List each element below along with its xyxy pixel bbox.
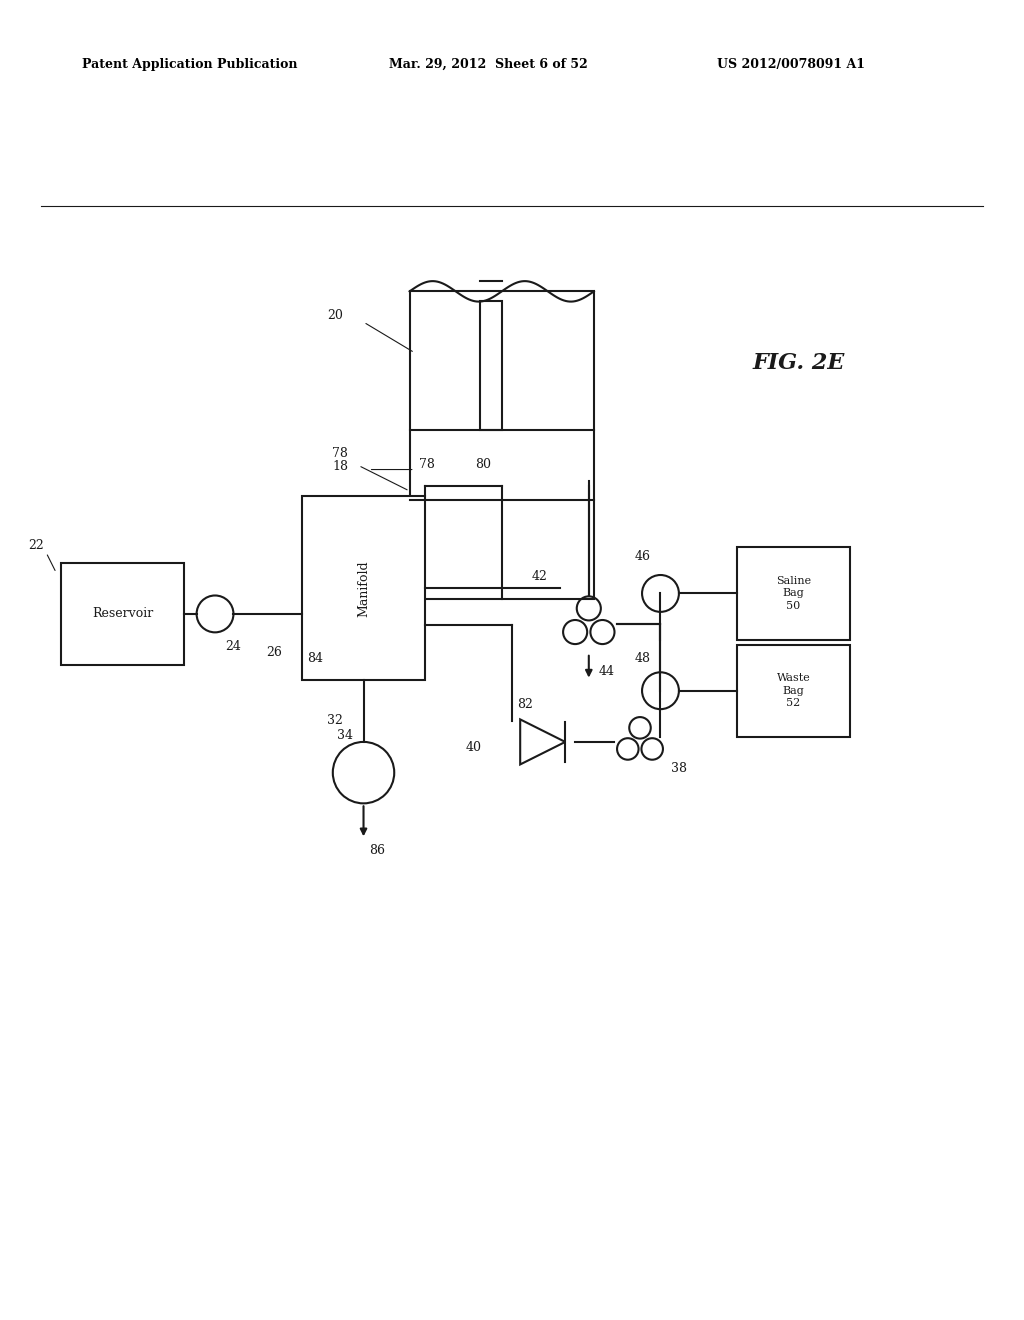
FancyBboxPatch shape [479, 301, 502, 429]
Text: Reservoir: Reservoir [92, 607, 154, 620]
Text: 20: 20 [327, 309, 343, 322]
Text: 46: 46 [634, 549, 650, 562]
Text: 40: 40 [465, 741, 481, 754]
Text: 78: 78 [419, 458, 435, 470]
Text: US 2012/0078091 A1: US 2012/0078091 A1 [717, 58, 865, 71]
Text: 82: 82 [517, 698, 534, 711]
Text: 22: 22 [28, 540, 44, 553]
FancyBboxPatch shape [61, 562, 184, 665]
Text: Saline
Bag
50: Saline Bag 50 [776, 576, 811, 611]
Text: Manifold: Manifold [357, 560, 370, 616]
FancyBboxPatch shape [410, 292, 594, 598]
Text: 38: 38 [671, 763, 687, 775]
Text: Mar. 29, 2012  Sheet 6 of 52: Mar. 29, 2012 Sheet 6 of 52 [389, 58, 588, 71]
Text: 32: 32 [327, 714, 343, 726]
FancyBboxPatch shape [302, 496, 425, 681]
Text: 84: 84 [307, 652, 324, 665]
Text: Patent Application Publication: Patent Application Publication [82, 58, 297, 71]
Text: 34: 34 [337, 729, 353, 742]
Text: FIG. 2E: FIG. 2E [753, 352, 845, 374]
Text: Waste
Bag
52: Waste Bag 52 [777, 673, 810, 708]
Text: 48: 48 [634, 652, 650, 665]
Text: 24: 24 [225, 639, 242, 652]
Text: 78: 78 [332, 447, 348, 461]
Text: 26: 26 [265, 647, 282, 659]
FancyBboxPatch shape [737, 644, 850, 737]
Text: 18: 18 [332, 459, 348, 473]
FancyBboxPatch shape [737, 548, 850, 639]
Text: 86: 86 [369, 845, 385, 857]
Text: 44: 44 [599, 665, 615, 678]
Text: 42: 42 [531, 570, 548, 583]
Text: 80: 80 [475, 458, 492, 470]
